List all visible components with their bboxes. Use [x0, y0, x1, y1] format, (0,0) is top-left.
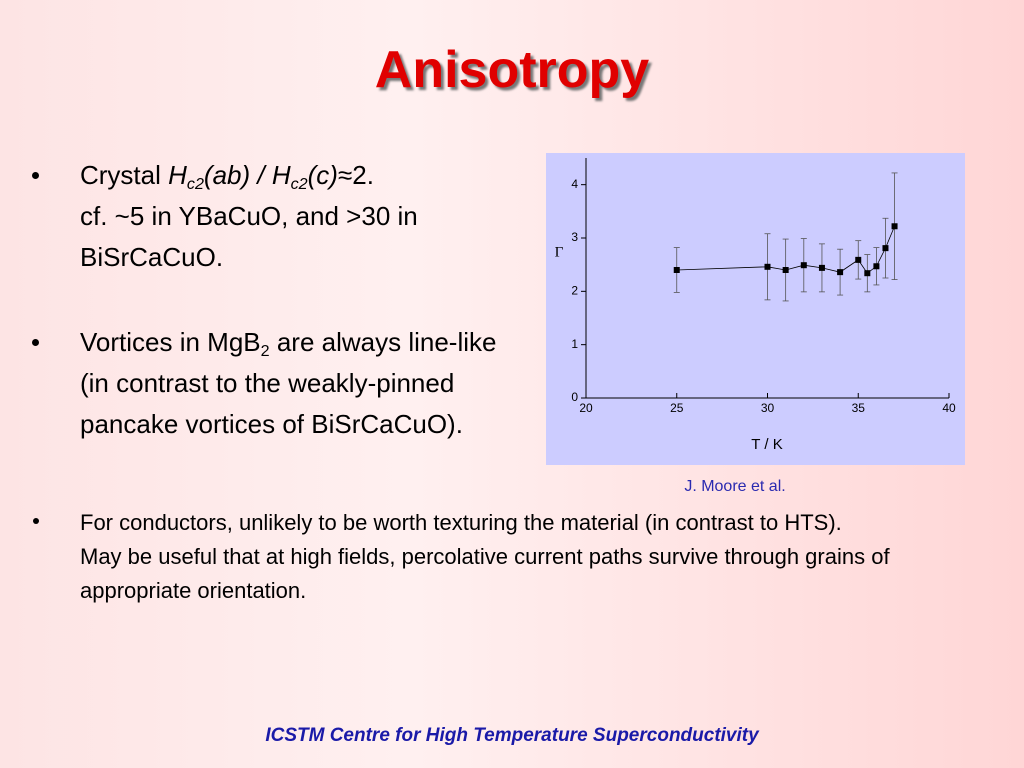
run: c2 — [186, 174, 204, 193]
bullet-dot — [33, 518, 39, 524]
run: Crystal — [80, 160, 169, 190]
point — [837, 269, 844, 276]
bullet-dot — [32, 339, 39, 346]
chart: T / K Γ 20 25 30 35 40 0 1 2 3 4 — [546, 153, 965, 465]
credit: J. Moore et al. — [684, 478, 786, 495]
x-tick-label: 35 — [852, 401, 866, 415]
run: May be useful that at high fields, perco… — [80, 544, 890, 603]
run: (ab) / — [203, 160, 272, 190]
y-axis-label: Γ — [555, 244, 564, 260]
bullet-dot — [32, 172, 39, 179]
bullet: Vortices in MgB2 are always line-like (i… — [80, 322, 520, 445]
point — [855, 256, 862, 263]
point — [764, 263, 771, 270]
y-tick-label: 3 — [571, 230, 578, 244]
run: Vortices in MgB — [80, 327, 261, 357]
run: cf. ~5 in YBaCuO, and >30 in BiSrCaCuO. — [80, 201, 418, 272]
y-tick-label: 0 — [571, 390, 578, 404]
point — [882, 245, 889, 252]
run: H — [168, 160, 187, 190]
run: For conductors, unlikely to be worth tex… — [80, 510, 842, 535]
bullet: For conductors, unlikely to be worth tex… — [80, 506, 970, 608]
run: are always line-like (in contrast to the… — [80, 327, 497, 439]
run: H — [271, 160, 291, 190]
run: 2 — [260, 341, 270, 360]
point — [673, 267, 680, 273]
y-tick-label: 1 — [571, 337, 578, 351]
x-tick-label: 20 — [579, 401, 593, 415]
x-tick-label: 25 — [670, 401, 684, 415]
footer: ICSTM Centre for High Temperature Superc… — [265, 725, 759, 746]
run: (c) — [307, 160, 338, 190]
point — [873, 263, 880, 270]
chart-background — [546, 153, 965, 465]
point — [800, 262, 807, 269]
x-tick-label: 40 — [942, 401, 956, 415]
slide-title: Anisotropy — [374, 41, 650, 99]
x-tick-label: 30 — [761, 401, 775, 415]
point — [891, 223, 898, 230]
bullet: Crystal Hc2(ab) / Hc2(c)≈2. cf. ~5 in YBa… — [80, 155, 520, 278]
x-axis-label: T / K — [751, 436, 782, 453]
point — [864, 270, 871, 277]
point — [782, 267, 789, 273]
run: c2 — [290, 174, 308, 193]
y-tick-label: 4 — [571, 177, 578, 191]
point — [818, 264, 825, 271]
run: ≈2. — [337, 160, 374, 190]
y-tick-label: 2 — [571, 284, 578, 298]
